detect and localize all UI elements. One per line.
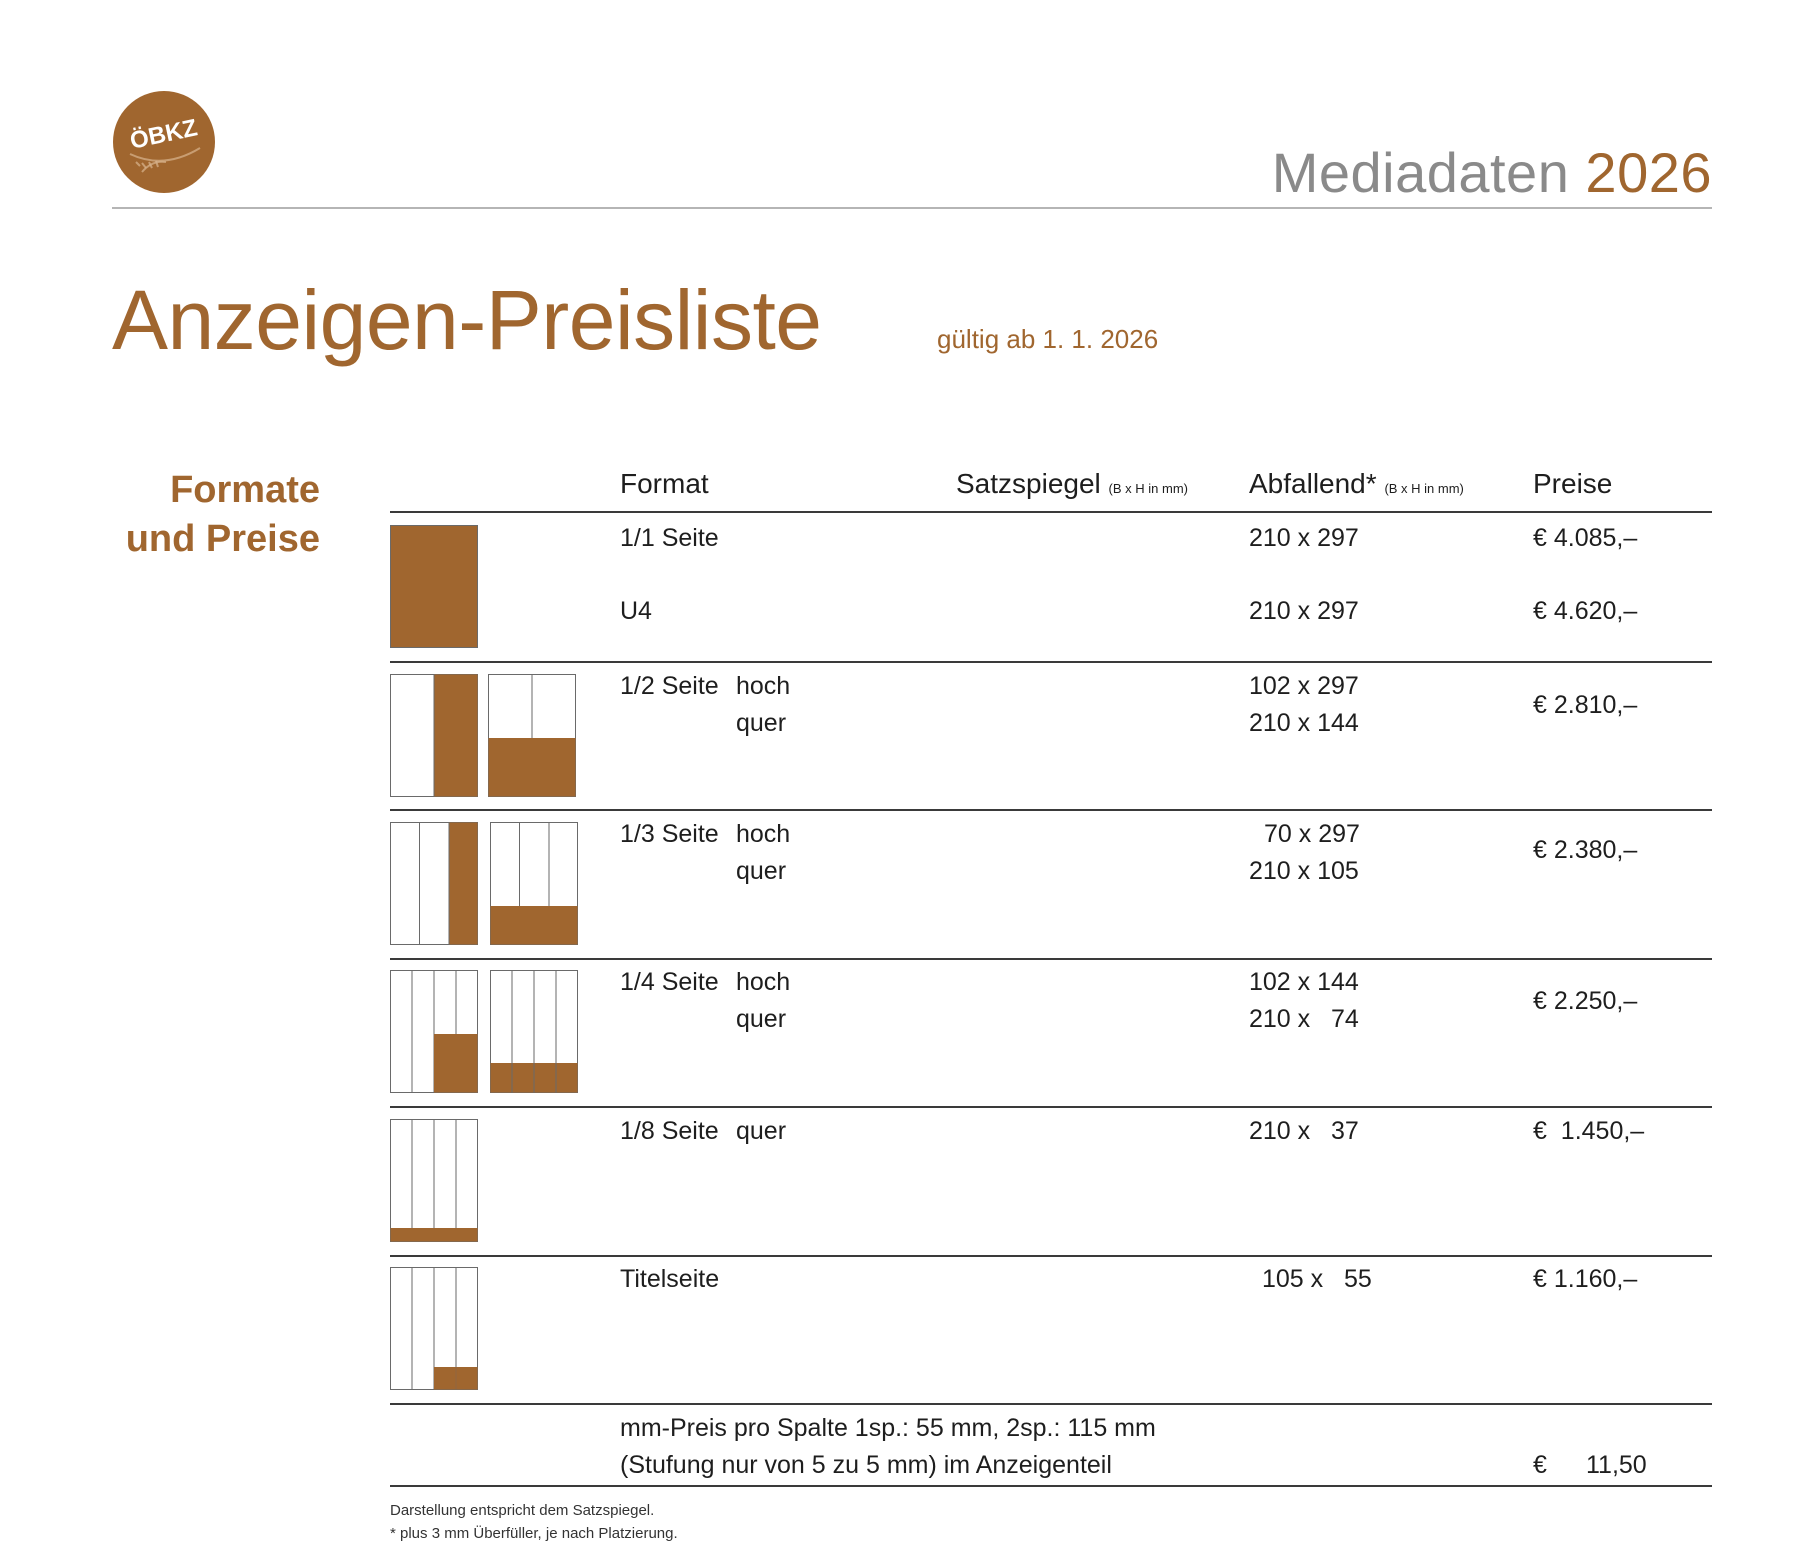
format-label: 1/3 Seite [620,820,719,848]
satzspiegel-unit: (B x H in mm) [1108,481,1188,496]
table-rule [390,1106,1712,1108]
format-label: 1/1 Seite [620,524,719,552]
orientation-label: hoch [736,820,791,848]
table-rule [390,958,1712,960]
format-thumb-half-hoch [390,674,478,797]
section-title-line1: Formate [170,469,320,511]
format-thumb-quarter-hoch [390,970,478,1093]
table-rule [390,809,1712,811]
abfallend-value: 102 x 144 [1249,968,1359,996]
orientation-label: hoch [736,672,791,700]
orientation-label: quer [736,709,787,737]
format-label: 1/2 Seite [620,672,719,700]
abfallend-value: 210 x 105 [1249,857,1359,885]
satzspiegel-label: Satzspiegel [956,468,1101,499]
table-rule [390,1255,1712,1257]
format-thumb-half-quer [488,674,576,797]
table-rule [390,661,1712,663]
abfallend-unit: (B x H in mm) [1384,481,1464,496]
format-thumb-third-hoch [390,822,478,945]
format-thumb-third-quer [490,822,578,945]
format-label: U4 [620,597,652,625]
abfallend-value: 210 x 297 [1249,524,1359,552]
section-title: Formate und Preise [126,466,320,564]
price-value: € 4.620,– [1533,597,1638,625]
abfallend-value: 210 x 144 [1249,709,1359,737]
col-header-format: Format [620,468,709,499]
header-rule [112,207,1712,209]
price-value: € 2.810,– [1533,691,1638,719]
oebkz-logo: ÖBKZ [113,91,215,193]
brand-year: 2026 [1585,141,1712,204]
brand-name: Mediadaten [1271,141,1570,204]
price-value: € 1.450,– [1533,1117,1645,1145]
format-thumb-eighth-quer [390,1119,478,1242]
valid-from: gültig ab 1. 1. 2026 [937,324,1159,354]
abfallend-value: 70 x 297 [1264,820,1360,848]
brand-title: Mediadaten 2026 [1272,140,1712,205]
table-rule [390,1485,1712,1487]
col-header-preise: Preise [1533,468,1613,499]
col-header-satzspiegel: Satzspiegel (B x H in mm) [956,468,1188,500]
orientation-label: hoch [736,968,791,996]
abfallend-value: 210 x 37 [1249,1117,1359,1145]
format-thumb-titelseite [390,1267,478,1390]
abfallend-value: 105 x 55 [1262,1265,1372,1293]
price-value: € 2.250,– [1533,987,1638,1015]
abfallend-value: 210 x 74 [1249,1005,1359,1033]
price-value: € 1.160,– [1533,1265,1638,1293]
page-title: Anzeigen-Preisliste [112,273,822,367]
mm-price-currency: € [1533,1451,1547,1479]
format-thumb-full-page [390,525,478,648]
mm-price-value: 11,50 [1586,1451,1647,1479]
table-rule [390,511,1712,513]
format-label: Titelseite [620,1265,720,1293]
price-value: € 2.380,– [1533,836,1638,864]
col-header-abfallend: Abfallend* (B x H in mm) [1249,468,1464,500]
footnote: Darstellung entspricht dem Satzspiegel. [390,1502,655,1519]
orientation-label: quer [736,1117,787,1145]
section-title-line2: und Preise [125,518,320,560]
format-label: 1/8 Seite [620,1117,719,1145]
footnote: * plus 3 mm Überfüller, je nach Platzier… [390,1525,678,1542]
table-rule [390,1403,1712,1405]
abfallend-label: Abfallend* [1249,468,1377,499]
mm-price-line1: mm-Preis pro Spalte 1sp.: 55 mm, 2sp.: 1… [620,1414,1156,1442]
orientation-label: quer [736,857,787,885]
format-thumb-quarter-quer [490,970,578,1093]
mm-price-line2: (Stufung nur von 5 zu 5 mm) im Anzeigent… [620,1451,1112,1479]
abfallend-value: 210 x 297 [1249,597,1359,625]
format-label: 1/4 Seite [620,968,719,996]
orientation-label: quer [736,1005,787,1033]
price-value: € 4.085,– [1533,524,1638,552]
abfallend-value: 102 x 297 [1249,672,1359,700]
